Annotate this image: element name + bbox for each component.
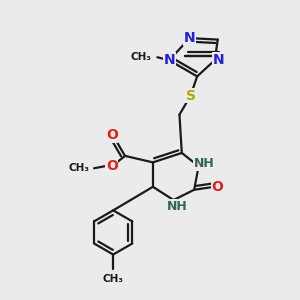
Text: N: N	[163, 53, 175, 67]
Text: N: N	[184, 31, 196, 45]
Text: NH: NH	[167, 200, 188, 213]
Text: NH: NH	[194, 157, 214, 170]
Text: CH₃: CH₃	[130, 52, 152, 62]
Text: N: N	[212, 53, 224, 67]
Text: CH₃: CH₃	[69, 163, 90, 173]
Text: CH₃: CH₃	[103, 274, 124, 284]
Text: O: O	[106, 159, 118, 172]
Text: O: O	[106, 128, 118, 142]
Text: S: S	[186, 88, 196, 103]
Text: O: O	[211, 180, 223, 194]
